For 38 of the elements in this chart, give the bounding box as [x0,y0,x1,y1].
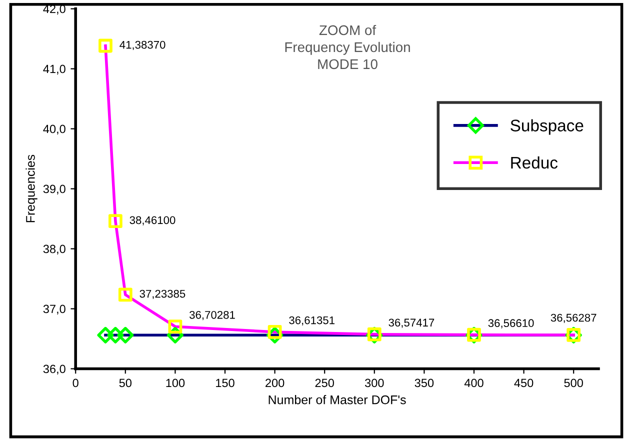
x-tick-label: 50 [119,378,132,388]
point [98,38,112,53]
legend-label: Reduc [511,156,558,169]
point [108,214,122,228]
data-label: 37,23385 [140,290,186,300]
y-tick-label: 39,0 [43,184,66,195]
y-tick-label: 36,0 [43,364,66,375]
y-tick-label: 41,0 [43,64,66,75]
point [97,326,114,344]
x-tick-label: 200 [266,378,284,388]
data-label: 36,56287 [550,314,596,323]
x-tick-label: 350 [414,378,434,388]
data-label: 41,38370 [120,40,166,50]
x-tick-label: 250 [315,378,334,388]
y-tick-label: 40,0 [43,124,66,135]
data-label: 36,57417 [388,318,434,328]
point [268,325,282,339]
point [118,288,132,302]
text: ZOOM of Frequency Evolution MODE 10 [285,24,410,70]
data-label: 36,56610 [488,319,534,328]
data-label: 36,61351 [289,316,334,326]
point [168,320,182,334]
x-axis-title: Number of Master DOF's [268,395,406,404]
x-tick-label: 450 [514,378,534,388]
legend-label: Subspace [510,119,584,135]
point [107,326,124,344]
y-tick-label: 38,0 [43,244,66,255]
x-tick-label: 150 [216,378,234,388]
x-tick-label: 300 [365,378,384,388]
data-label: 38,46100 [130,216,176,226]
x-tick-label: 500 [564,378,583,388]
y-axis-title: Frequencies [26,154,38,222]
point [117,326,134,344]
x-tick-label: 0 [72,378,78,388]
x-tick-label: 100 [166,378,185,388]
data-label: 36,70281 [190,310,235,320]
y-tick-label: 37,0 [43,304,66,315]
x-tick-label: 400 [464,378,484,388]
